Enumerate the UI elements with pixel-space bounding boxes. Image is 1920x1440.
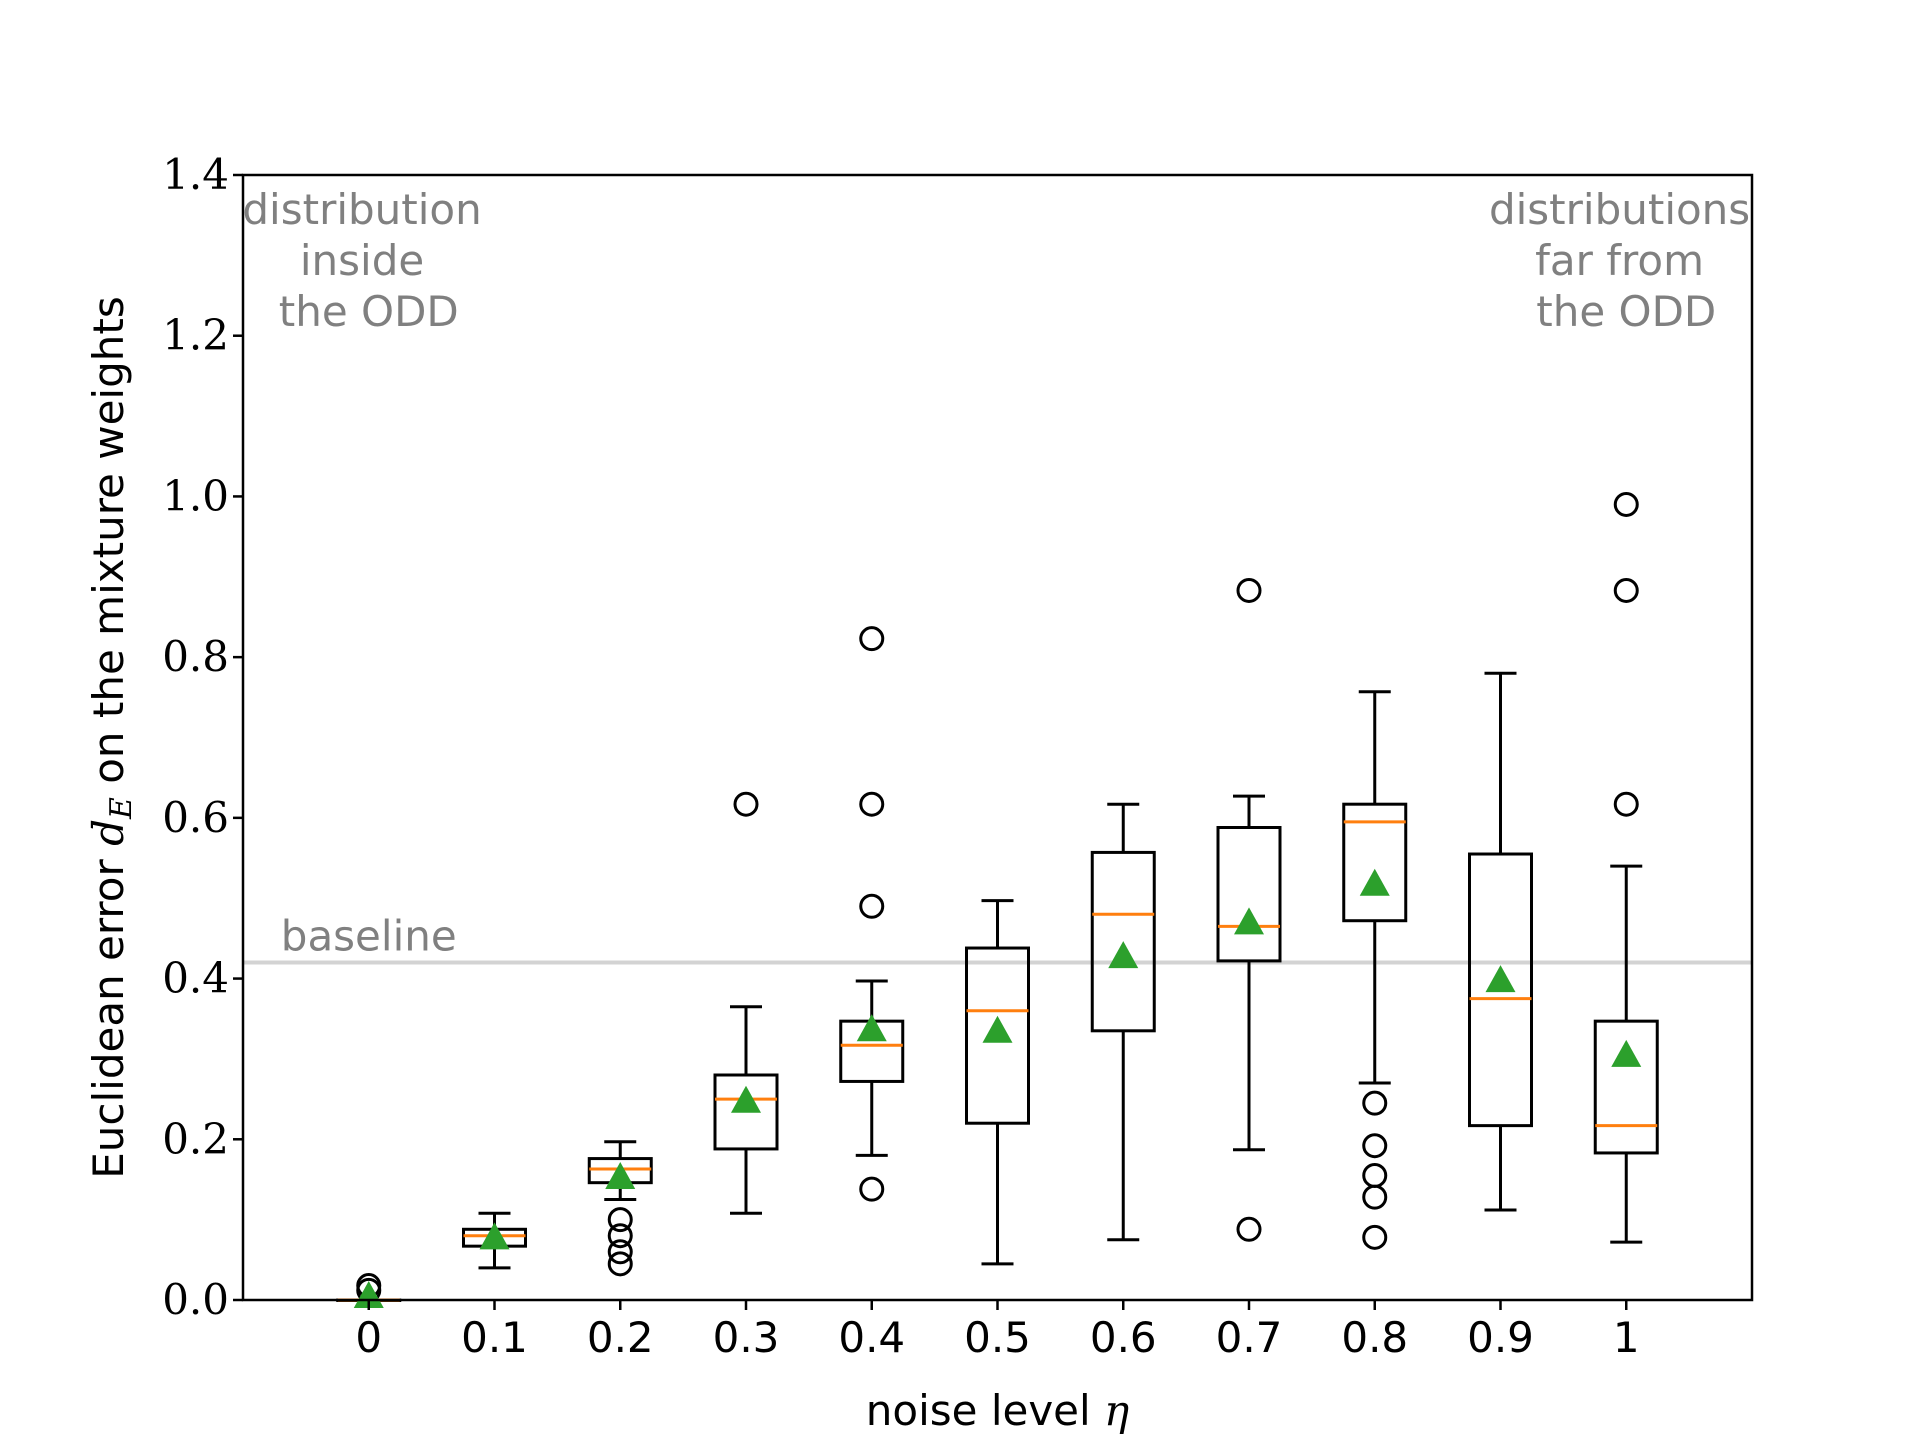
y-tick-label: 0.4 — [162, 954, 229, 1003]
x-axis-label-text: noise level — [866, 1386, 1104, 1435]
outlier-point — [859, 626, 885, 652]
x-tick-label: 1 — [1613, 1313, 1640, 1362]
box-group-0.9 — [1468, 671, 1533, 1212]
mean-marker — [982, 1015, 1013, 1043]
y-tick-label: 1.2 — [162, 311, 229, 360]
y-axis-label-symbol: d — [84, 819, 133, 846]
outlier-point — [1236, 1216, 1262, 1242]
outlier-point — [1362, 1224, 1388, 1250]
annotation-left: distribution inside the ODD — [242, 185, 495, 336]
baseline-label: baseline — [281, 912, 457, 961]
mean-marker — [856, 1014, 887, 1042]
outlier-point — [1362, 1162, 1388, 1188]
box-group-0.8 — [1342, 690, 1408, 1250]
box-group-1 — [1593, 491, 1659, 1244]
annotation-right: distributions far from the ODD — [1489, 185, 1764, 336]
mean-marker — [1234, 907, 1264, 935]
mean-marker — [731, 1085, 761, 1113]
plot-frame — [241, 173, 1754, 1302]
x-tick-label: 0.8 — [1341, 1313, 1408, 1362]
box-group-0.3 — [713, 791, 779, 1215]
x-tick-label: 0.7 — [1216, 1313, 1283, 1362]
outlier-point — [607, 1239, 633, 1265]
x-tick-label: 0 — [355, 1313, 382, 1362]
y-tick-label: 1.0 — [162, 471, 229, 520]
annotation-left-line-2: inside — [300, 236, 424, 285]
outlier-point — [859, 791, 885, 817]
box-group-0.2 — [587, 1140, 653, 1277]
y-axis-ticks: 0.0 0.2 0.4 0.6 0.8 1.0 1.2 1.4 — [162, 150, 243, 1324]
mean-marker — [479, 1222, 510, 1250]
annotation-left-line-3: the ODD — [279, 287, 459, 336]
outlier-point — [1236, 577, 1262, 603]
annotation-right-line-1: distributions — [1489, 185, 1750, 234]
x-tick-label: 0.6 — [1090, 1313, 1157, 1362]
y-axis-label: Euclidean error dE on the mixture weight… — [84, 296, 139, 1178]
box-iqr — [1468, 852, 1533, 1128]
y-axis-label-text-after: on the mixture weights — [84, 296, 133, 797]
x-tick-label: 0.3 — [713, 1313, 780, 1362]
x-axis-ticks: 0 0.1 0.2 0.3 0.4 0.5 0.6 0.7 0.8 0.9 1 — [355, 1300, 1640, 1362]
box-iqr — [1090, 850, 1156, 1033]
outlier-point — [733, 791, 759, 817]
x-tick-label: 0.9 — [1467, 1313, 1534, 1362]
mean-marker — [1611, 1039, 1642, 1067]
y-tick-label: 0.0 — [162, 1275, 229, 1324]
outlier-point — [1613, 791, 1639, 817]
y-tick-label: 1.4 — [162, 150, 229, 199]
outlier-point — [607, 1223, 633, 1249]
outlier-point — [607, 1251, 633, 1277]
outlier-point — [1613, 491, 1639, 517]
box-group-0.7 — [1216, 577, 1282, 1242]
x-tick-label: 0.4 — [838, 1313, 905, 1362]
box-iqr — [1342, 802, 1408, 923]
x-axis-label-symbol: η — [1104, 1386, 1129, 1435]
mean-marker — [1485, 965, 1516, 993]
box-iqr — [1593, 1019, 1659, 1155]
outlier-point — [607, 1207, 633, 1233]
outlier-point — [1613, 577, 1639, 603]
box-group-0.4 — [839, 626, 905, 1202]
box-iqr — [965, 946, 1030, 1125]
mean-marker — [605, 1162, 636, 1190]
y-tick-label: 0.8 — [162, 632, 229, 681]
x-tick-label: 0.1 — [461, 1313, 528, 1362]
y-axis-label-text-before: Euclidean error — [84, 846, 133, 1179]
box-group-0.6 — [1090, 802, 1156, 1242]
outlier-point — [859, 1176, 885, 1202]
y-tick-label: 0.6 — [162, 793, 229, 842]
outlier-point — [1362, 1090, 1388, 1116]
outlier-point — [859, 893, 885, 919]
annotation-right-line-2: far from — [1535, 236, 1704, 285]
annotation-left-line-1: distribution — [242, 185, 481, 234]
mean-marker — [1359, 868, 1390, 896]
x-axis-label: noise level η — [866, 1386, 1129, 1435]
annotation-right-line-3: the ODD — [1536, 287, 1716, 336]
mean-marker — [1108, 941, 1139, 969]
y-tick-label: 0.2 — [162, 1114, 229, 1163]
box-iqr — [713, 1073, 779, 1151]
x-tick-label: 0.2 — [587, 1313, 654, 1362]
box-group-0.1 — [462, 1211, 527, 1270]
box-group-0.5 — [965, 899, 1030, 1266]
box-iqr — [1216, 826, 1282, 963]
x-tick-label: 0.5 — [964, 1313, 1031, 1362]
y-axis-label-subscript: E — [104, 797, 139, 820]
outlier-point — [1362, 1133, 1388, 1159]
